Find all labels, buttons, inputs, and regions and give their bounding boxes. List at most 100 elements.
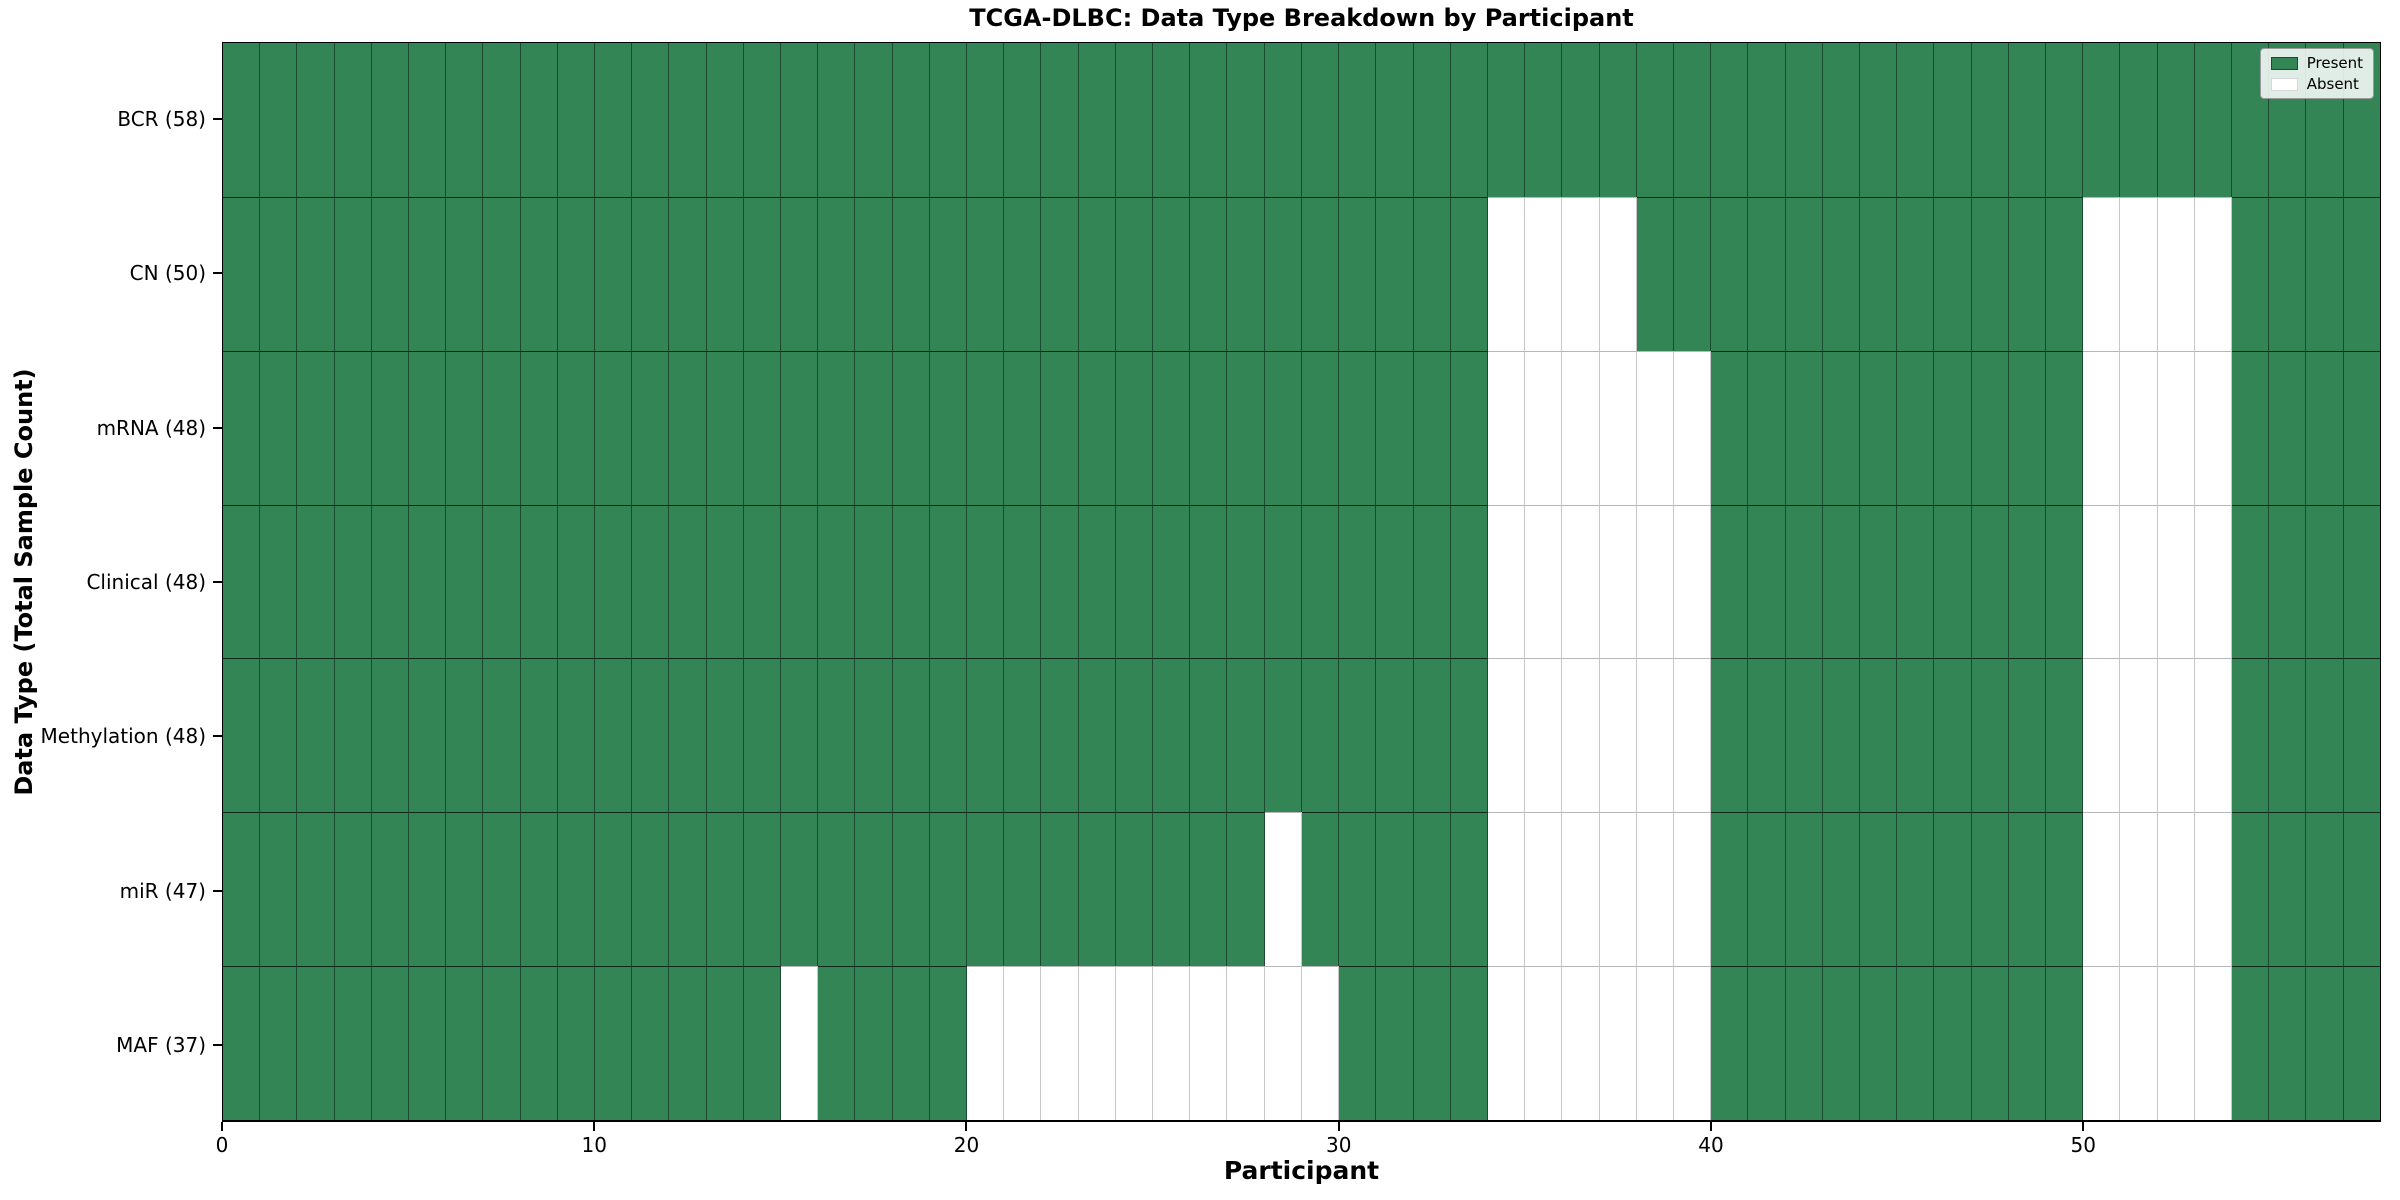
cell-Clinical-participant-40 [1711, 504, 1749, 659]
y-tick-label-MAF: MAF (37) [116, 1032, 206, 1057]
cell-Clinical-participant-21 [1004, 504, 1042, 659]
cell-miR-participant-52 [2157, 812, 2195, 967]
cell-BCR-participant-46 [1934, 43, 1972, 197]
cell-CN-participant-17 [855, 196, 893, 351]
y-tick-mark [213, 889, 222, 892]
cell-Methylation-participant-34 [1487, 658, 1526, 813]
cell-CN-participant-37 [1599, 196, 1637, 351]
cell-Clinical-participant-42 [1785, 504, 1823, 659]
cell-miR-participant-53 [2194, 812, 2232, 967]
cell-Methylation-participant-7 [483, 658, 521, 813]
cell-Methylation-participant-17 [855, 658, 893, 813]
cell-MAF-participant-34 [1487, 966, 1526, 1121]
cell-CN-participant-38 [1636, 196, 1674, 351]
cell-CN-participant-49 [2045, 196, 2084, 351]
cell-Methylation-participant-40 [1711, 658, 1749, 813]
cell-miR-participant-3 [334, 812, 372, 967]
cell-mRNA-participant-42 [1785, 350, 1823, 505]
heatmap-row-Methylation [223, 658, 2380, 813]
cell-miR-participant-5 [409, 812, 447, 967]
cell-BCR-participant-28 [1264, 43, 1302, 197]
cell-BCR-participant-15 [781, 43, 819, 197]
cell-Clinical-participant-45 [1897, 504, 1935, 659]
cell-mRNA-participant-4 [371, 350, 410, 505]
cell-MAF-participant-31 [1376, 966, 1414, 1121]
cell-mRNA-participant-49 [2045, 350, 2084, 505]
cell-mRNA-participant-35 [1525, 350, 1563, 505]
cell-Methylation-participant-42 [1785, 658, 1823, 813]
x-tick-mark [1709, 1122, 1712, 1131]
cell-mRNA-participant-25 [1153, 350, 1191, 505]
cell-CN-participant-23 [1078, 196, 1116, 351]
cell-miR-participant-10 [595, 812, 633, 967]
cell-BCR-participant-35 [1525, 43, 1563, 197]
cell-MAF-participant-7 [483, 966, 521, 1121]
x-tick-mark [2082, 1122, 2085, 1131]
cell-miR-participant-57 [2343, 812, 2380, 967]
cell-Methylation-participant-41 [1748, 658, 1786, 813]
cell-Methylation-participant-31 [1376, 658, 1414, 813]
cell-Methylation-participant-11 [632, 658, 670, 813]
cell-Clinical-participant-5 [409, 504, 447, 659]
cell-Methylation-participant-30 [1339, 658, 1377, 813]
cell-MAF-participant-45 [1897, 966, 1935, 1121]
cell-Clinical-participant-41 [1748, 504, 1786, 659]
cell-Clinical-participant-4 [371, 504, 410, 659]
cell-miR-participant-26 [1190, 812, 1228, 967]
heatmap-row-mRNA [223, 350, 2380, 505]
cell-BCR-participant-22 [1041, 43, 1079, 197]
cell-mRNA-participant-16 [818, 350, 856, 505]
cell-Methylation-participant-48 [2008, 658, 2046, 813]
cell-miR-participant-47 [1971, 812, 2009, 967]
cell-MAF-participant-28 [1264, 966, 1302, 1121]
cell-MAF-participant-51 [2120, 966, 2158, 1121]
cell-miR-participant-33 [1450, 812, 1488, 967]
y-tick-label-Methylation: Methylation (48) [40, 724, 206, 749]
cell-BCR-participant-49 [2045, 43, 2084, 197]
cell-CN-participant-55 [2269, 196, 2307, 351]
y-tick-label-CN: CN (50) [129, 261, 206, 286]
cell-BCR-participant-9 [557, 43, 596, 197]
cell-CN-participant-9 [557, 196, 596, 351]
cell-BCR-participant-16 [818, 43, 856, 197]
cell-Clinical-participant-36 [1562, 504, 1600, 659]
cell-MAF-participant-1 [260, 966, 298, 1121]
cell-CN-participant-13 [706, 196, 744, 351]
cell-MAF-participant-36 [1562, 966, 1600, 1121]
x-tick-label-50: 50 [2070, 1133, 2096, 1157]
cell-miR-participant-11 [632, 812, 670, 967]
cell-Clinical-participant-24 [1115, 504, 1154, 659]
cell-BCR-participant-23 [1078, 43, 1116, 197]
cell-Clinical-participant-31 [1376, 504, 1414, 659]
cell-miR-participant-31 [1376, 812, 1414, 967]
cell-Clinical-participant-11 [632, 504, 670, 659]
cell-CN-participant-1 [260, 196, 298, 351]
cell-Methylation-participant-46 [1934, 658, 1972, 813]
cell-Clinical-participant-52 [2157, 504, 2195, 659]
cell-miR-participant-41 [1748, 812, 1786, 967]
cell-CN-participant-43 [1822, 196, 1860, 351]
cell-MAF-participant-16 [818, 966, 856, 1121]
cell-miR-participant-17 [855, 812, 893, 967]
cell-BCR-participant-21 [1004, 43, 1042, 197]
cell-mRNA-participant-13 [706, 350, 744, 505]
cell-CN-participant-40 [1711, 196, 1749, 351]
cell-miR-participant-35 [1525, 812, 1563, 967]
cell-Methylation-participant-6 [446, 658, 484, 813]
cell-Methylation-participant-25 [1153, 658, 1191, 813]
cell-MAF-participant-23 [1078, 966, 1116, 1121]
cell-MAF-participant-13 [706, 966, 744, 1121]
cell-miR-participant-20 [967, 812, 1005, 967]
cell-Clinical-participant-54 [2231, 504, 2270, 659]
cell-CN-participant-19 [929, 196, 968, 351]
cell-miR-participant-13 [706, 812, 744, 967]
cell-BCR-participant-45 [1897, 43, 1935, 197]
cell-CN-participant-34 [1487, 196, 1526, 351]
cell-mRNA-participant-44 [1859, 350, 1898, 505]
cell-mRNA-participant-1 [260, 350, 298, 505]
cell-Methylation-participant-29 [1301, 658, 1340, 813]
cell-CN-participant-26 [1190, 196, 1228, 351]
cell-BCR-participant-37 [1599, 43, 1637, 197]
cell-BCR-participant-29 [1301, 43, 1340, 197]
cell-MAF-participant-0 [223, 966, 261, 1121]
